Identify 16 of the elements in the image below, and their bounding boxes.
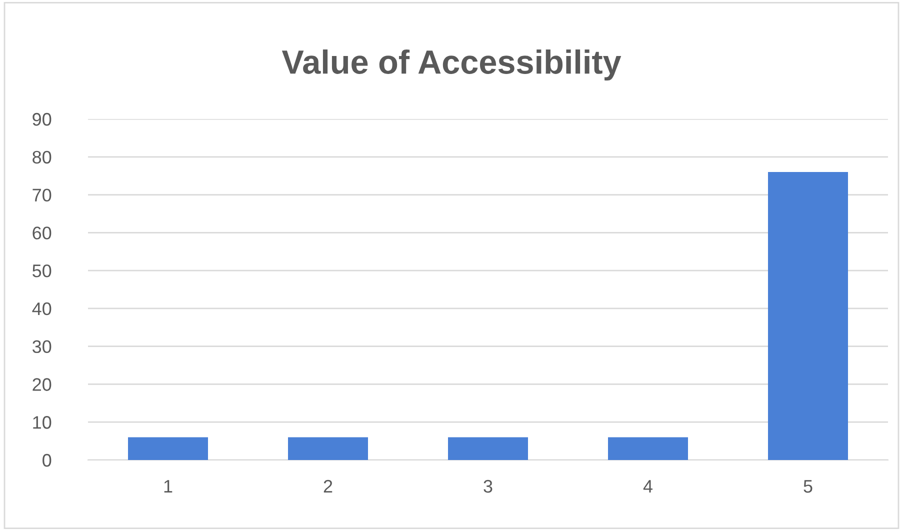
y-tick-label: 40	[32, 302, 52, 316]
chart-title: Value of Accessibility	[282, 49, 622, 81]
y-tick-label: 0	[42, 454, 52, 467]
y-tick-label: 20	[32, 378, 52, 391]
y-tick-label: 80	[32, 150, 52, 164]
y-tick-label: 10	[33, 416, 52, 429]
y-tick-label: 60	[32, 226, 52, 240]
y-tick-label: 30	[32, 340, 52, 354]
x-tick-label: 3	[484, 480, 492, 493]
x-tick-label: 2	[324, 480, 332, 493]
x-tick-label: 4	[643, 480, 652, 493]
y-tick-label: 70	[32, 188, 52, 202]
y-tick-label: 50	[32, 264, 52, 278]
x-tick-label: 1	[164, 480, 172, 493]
y-tick-label: 90	[32, 112, 52, 126]
x-tick-label: 5	[804, 480, 812, 493]
